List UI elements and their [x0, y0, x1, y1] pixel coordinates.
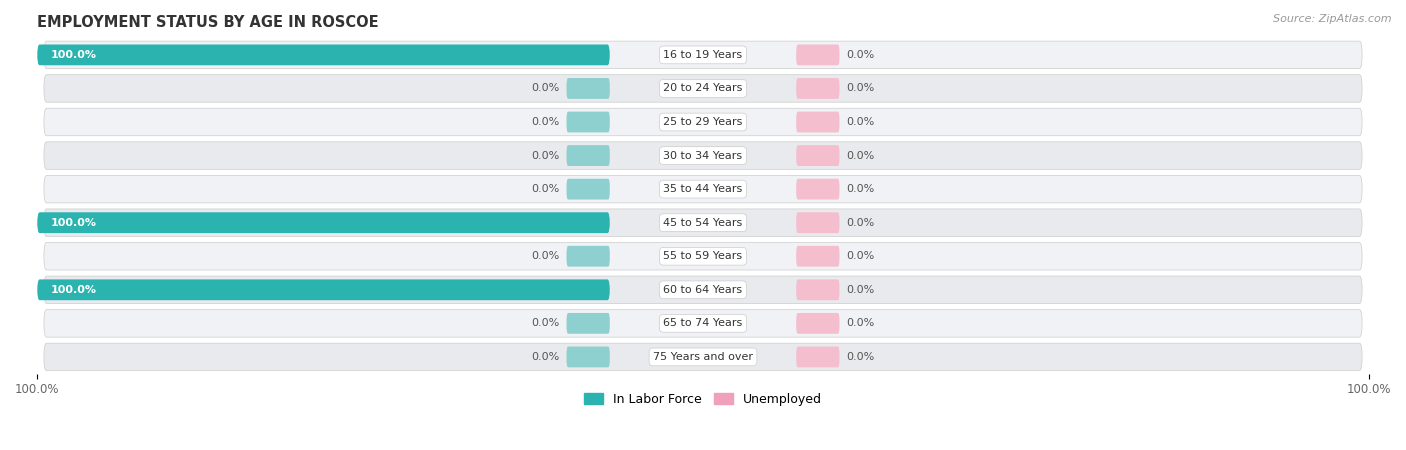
FancyBboxPatch shape [44, 243, 1362, 270]
Legend: In Labor Force, Unemployed: In Labor Force, Unemployed [579, 388, 827, 411]
FancyBboxPatch shape [796, 246, 839, 267]
Text: 16 to 19 Years: 16 to 19 Years [664, 50, 742, 60]
Text: 0.0%: 0.0% [846, 285, 875, 295]
Text: 0.0%: 0.0% [846, 151, 875, 161]
Text: 0.0%: 0.0% [846, 83, 875, 94]
Text: 0.0%: 0.0% [846, 117, 875, 127]
FancyBboxPatch shape [567, 179, 610, 199]
FancyBboxPatch shape [796, 45, 839, 65]
Text: 0.0%: 0.0% [846, 50, 875, 60]
Text: 0.0%: 0.0% [531, 151, 560, 161]
Text: 20 to 24 Years: 20 to 24 Years [664, 83, 742, 94]
Text: 0.0%: 0.0% [531, 318, 560, 328]
FancyBboxPatch shape [44, 343, 1362, 371]
Text: 0.0%: 0.0% [846, 184, 875, 194]
FancyBboxPatch shape [567, 313, 610, 334]
FancyBboxPatch shape [37, 212, 610, 233]
Text: 100.0%: 100.0% [51, 50, 97, 60]
FancyBboxPatch shape [796, 279, 839, 300]
FancyBboxPatch shape [796, 313, 839, 334]
Text: 25 to 29 Years: 25 to 29 Years [664, 117, 742, 127]
Text: 35 to 44 Years: 35 to 44 Years [664, 184, 742, 194]
FancyBboxPatch shape [567, 246, 610, 267]
FancyBboxPatch shape [567, 78, 610, 99]
FancyBboxPatch shape [567, 145, 610, 166]
FancyBboxPatch shape [37, 279, 610, 300]
Text: 0.0%: 0.0% [531, 352, 560, 362]
Text: 0.0%: 0.0% [846, 318, 875, 328]
FancyBboxPatch shape [44, 310, 1362, 337]
Text: 0.0%: 0.0% [846, 352, 875, 362]
FancyBboxPatch shape [796, 212, 839, 233]
FancyBboxPatch shape [796, 179, 839, 199]
FancyBboxPatch shape [796, 346, 839, 367]
FancyBboxPatch shape [44, 209, 1362, 236]
Text: EMPLOYMENT STATUS BY AGE IN ROSCOE: EMPLOYMENT STATUS BY AGE IN ROSCOE [37, 15, 378, 30]
Text: 0.0%: 0.0% [531, 117, 560, 127]
Text: 30 to 34 Years: 30 to 34 Years [664, 151, 742, 161]
FancyBboxPatch shape [796, 78, 839, 99]
FancyBboxPatch shape [796, 112, 839, 132]
FancyBboxPatch shape [44, 176, 1362, 203]
FancyBboxPatch shape [44, 75, 1362, 102]
FancyBboxPatch shape [37, 45, 610, 65]
FancyBboxPatch shape [44, 276, 1362, 304]
FancyBboxPatch shape [796, 145, 839, 166]
Text: 100.0%: 100.0% [51, 218, 97, 228]
Text: 55 to 59 Years: 55 to 59 Years [664, 251, 742, 261]
Text: 60 to 64 Years: 60 to 64 Years [664, 285, 742, 295]
FancyBboxPatch shape [44, 142, 1362, 169]
Text: 65 to 74 Years: 65 to 74 Years [664, 318, 742, 328]
Text: Source: ZipAtlas.com: Source: ZipAtlas.com [1274, 14, 1392, 23]
Text: 0.0%: 0.0% [531, 83, 560, 94]
Text: 75 Years and over: 75 Years and over [652, 352, 754, 362]
Text: 0.0%: 0.0% [846, 218, 875, 228]
FancyBboxPatch shape [567, 346, 610, 367]
Text: 45 to 54 Years: 45 to 54 Years [664, 218, 742, 228]
Text: 0.0%: 0.0% [531, 184, 560, 194]
FancyBboxPatch shape [44, 108, 1362, 136]
Text: 0.0%: 0.0% [531, 251, 560, 261]
FancyBboxPatch shape [44, 41, 1362, 69]
FancyBboxPatch shape [567, 112, 610, 132]
Text: 100.0%: 100.0% [51, 285, 97, 295]
Text: 0.0%: 0.0% [846, 251, 875, 261]
